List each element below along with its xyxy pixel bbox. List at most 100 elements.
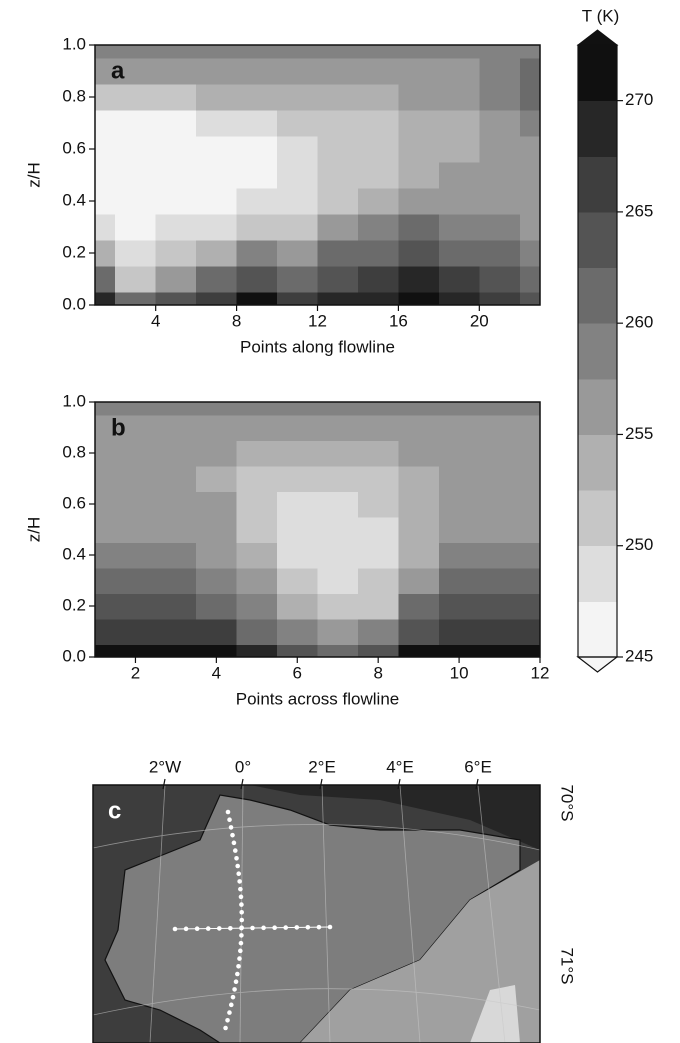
cell	[155, 110, 197, 137]
flowline-point	[230, 994, 236, 1000]
cell	[317, 110, 359, 137]
cell	[398, 402, 440, 416]
cell	[115, 542, 157, 569]
cell	[277, 516, 318, 543]
cell	[236, 188, 278, 215]
map-frame	[92, 784, 541, 1043]
across-point	[316, 924, 322, 930]
cell	[398, 240, 440, 267]
cell	[95, 110, 116, 137]
cell	[398, 465, 440, 492]
cell	[155, 414, 197, 441]
cell	[479, 402, 521, 416]
lon-tick	[475, 778, 479, 790]
cell	[398, 440, 440, 467]
cell	[95, 593, 116, 620]
cell	[479, 214, 521, 241]
cell	[95, 402, 116, 416]
cell	[95, 542, 116, 569]
cell	[196, 240, 238, 267]
cell	[95, 266, 116, 293]
across-point	[194, 926, 200, 932]
cell	[398, 593, 440, 620]
cell	[277, 162, 318, 189]
cell	[519, 440, 540, 467]
panel-label: c	[108, 797, 121, 824]
cell	[196, 45, 238, 59]
flowline-point	[225, 809, 231, 815]
cell	[519, 644, 540, 657]
y-tick-label: 0.8	[62, 442, 86, 461]
cell	[155, 491, 197, 518]
flowline-point	[233, 979, 239, 985]
cell	[519, 162, 540, 189]
cell	[357, 402, 399, 416]
cell	[236, 240, 278, 267]
cell	[398, 266, 440, 293]
cell	[317, 266, 359, 293]
cell	[519, 58, 540, 85]
cell	[155, 618, 197, 645]
lon-label: 2°E	[308, 757, 336, 776]
cell	[155, 402, 197, 416]
colorbar-band	[578, 100, 617, 157]
cell	[196, 136, 238, 163]
colorbar-band	[578, 378, 617, 435]
flowline-point	[238, 940, 244, 946]
cell	[155, 136, 197, 163]
cell	[479, 567, 521, 594]
panel-label: b	[111, 414, 126, 441]
cell	[236, 266, 278, 293]
cell	[196, 162, 238, 189]
map-grid	[93, 785, 540, 1043]
cell	[277, 440, 318, 467]
cell	[155, 84, 197, 111]
flowline-point	[239, 902, 244, 907]
cell	[95, 414, 116, 441]
cell	[115, 516, 157, 543]
cell	[438, 136, 480, 163]
across-point	[228, 925, 233, 931]
cell	[479, 465, 521, 492]
cell	[438, 402, 480, 416]
cell	[357, 414, 399, 441]
flowline-point	[239, 933, 244, 938]
cell	[438, 292, 480, 305]
cell	[236, 84, 278, 111]
y-tick-label: 0.2	[62, 595, 86, 614]
cell	[115, 593, 157, 620]
across-point	[283, 925, 289, 930]
cell	[398, 162, 440, 189]
cell	[519, 292, 540, 305]
cell	[115, 240, 157, 267]
cell	[438, 214, 480, 241]
cell	[236, 214, 278, 241]
colorbar-tick-label: 250	[625, 535, 653, 554]
cell	[398, 618, 440, 645]
flowline-point	[237, 879, 242, 884]
colorbar-band	[578, 434, 617, 491]
cell	[317, 402, 359, 416]
cell	[196, 266, 238, 293]
across-point	[294, 925, 300, 930]
cell	[398, 414, 440, 441]
colorbar-bottom-extend	[576, 656, 619, 673]
x-tick-label: 2	[131, 663, 140, 682]
cell	[317, 240, 359, 267]
cell	[115, 567, 157, 594]
y-tick-label: 0.2	[62, 242, 86, 261]
cell	[95, 644, 116, 657]
cell	[196, 402, 238, 416]
colorbar-tick-label: 245	[625, 646, 653, 665]
cell	[236, 58, 278, 85]
cell	[479, 58, 521, 85]
x-tick-label: 12	[308, 311, 327, 330]
cell	[479, 292, 521, 305]
cell	[317, 414, 359, 441]
cell	[519, 266, 540, 293]
colorbar-band	[578, 545, 617, 602]
cell	[277, 292, 318, 305]
cell	[236, 618, 278, 645]
